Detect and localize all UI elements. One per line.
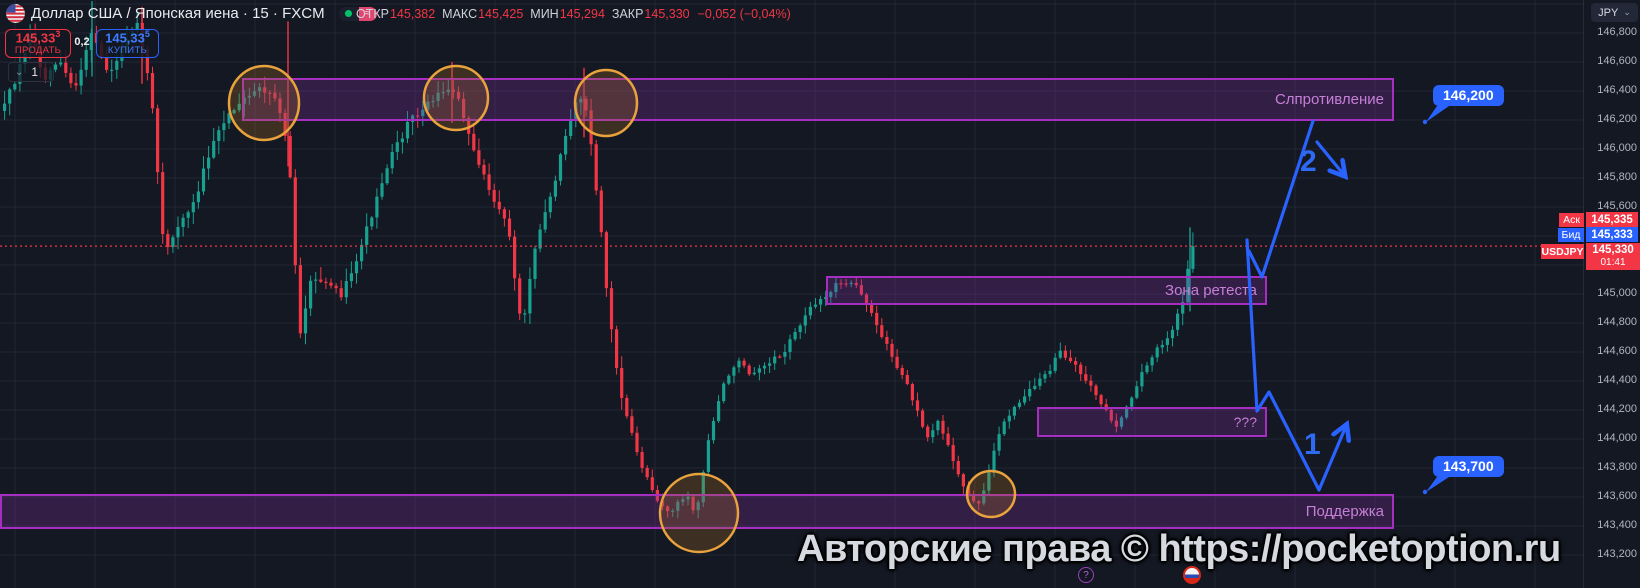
price-callout-143700[interactable]: 143,700 [1433, 456, 1504, 477]
scenario-label-2: 2 [1300, 145, 1317, 178]
axis-tick: 144,600 [1597, 345, 1637, 357]
copyright-watermark: Авторские права © https://pocketoption.r… [797, 528, 1561, 570]
ask-value: 145,335 [1586, 212, 1638, 227]
symbol-flag-icon [6, 4, 25, 23]
caret-down-icon: ⌄ [1623, 7, 1631, 17]
axis-tick: 143,600 [1597, 490, 1637, 502]
bid-value: 145,333 [1586, 227, 1638, 242]
question-label: ??? [1233, 413, 1257, 430]
chevron-down-icon: ⌄ [15, 66, 24, 78]
axis-tick: 143,400 [1597, 519, 1637, 531]
axis-tick: 146,000 [1597, 142, 1637, 154]
retest-label: Зона ретеста [1165, 281, 1257, 299]
support-zone[interactable]: Поддержка [0, 494, 1394, 529]
question-mark-icon: ? [1078, 567, 1094, 583]
sell-button[interactable]: 145,333 ПРОДАТЬ [5, 29, 71, 58]
price-callout-146200[interactable]: 146,200 [1433, 85, 1504, 106]
axis-tick: 144,000 [1597, 432, 1637, 444]
resistance-zone[interactable]: Слпротивление [242, 77, 1394, 122]
highlight-circles[interactable] [227, 64, 1017, 554]
currency-toggle-button[interactable]: JPY ⌄ [1591, 3, 1638, 22]
axis-tick: 146,200 [1597, 113, 1637, 125]
axis-tick: 146,800 [1597, 26, 1637, 38]
bar-countdown: 01:41 [1600, 257, 1626, 269]
price-change: −0,052 (−0,04%) [697, 7, 791, 21]
axis-tick: 144,800 [1597, 316, 1637, 328]
axis-tick: 143,800 [1597, 461, 1637, 473]
axis-tick: 144,200 [1597, 403, 1637, 415]
axis-tick: 145,800 [1597, 171, 1637, 183]
last-price: 145,330 [1592, 244, 1634, 257]
retest-zone[interactable]: Зона ретеста [826, 275, 1267, 305]
axis-tick: 145,000 [1597, 287, 1637, 299]
last-price-box: 145,330 01:41 [1586, 243, 1640, 270]
quantity-selector[interactable]: ⌄ 1 [8, 62, 54, 82]
last-symbol-tag: USDJPY [1541, 244, 1584, 259]
scenario-arrows[interactable] [1245, 119, 1346, 492]
axis-tick: 145,600 [1597, 200, 1637, 212]
spread-value: 0,2 [74, 36, 90, 48]
ohlc-row: ОТКР145,382 МАКС145,425 МИН145,294 ЗАКР1… [356, 7, 791, 21]
resistance-label: Слпротивление [1274, 91, 1384, 109]
question-zone[interactable]: ??? [1037, 407, 1267, 437]
symbol-title[interactable]: Доллар США / Японская иена · 15 · FXCM [31, 5, 325, 22]
buy-button[interactable]: 145,335 КУПИТЬ [96, 29, 159, 58]
scenario-2-rise [1247, 119, 1315, 279]
axis-tick: 146,400 [1597, 84, 1637, 96]
scenario-label-1: 1 [1304, 428, 1321, 461]
scenario-1-path [1245, 238, 1346, 492]
data-mode-icon: ≈ [358, 6, 377, 21]
quantity-value: 1 [31, 65, 39, 79]
axis-tick: 143,200 [1597, 548, 1637, 560]
axis-tick: 146,600 [1597, 55, 1637, 67]
bid-tag: Бид [1558, 228, 1584, 242]
axis-separator [1583, 0, 1584, 588]
market-open-dot-icon [345, 10, 353, 17]
site-logo-icon [1183, 566, 1201, 584]
scenario-2-drop [1315, 140, 1344, 175]
support-label: Поддержка [1305, 502, 1384, 520]
price-axis[interactable]: JPY ⌄ 146,800 146,600 146,400 146,200 146,00… [1584, 0, 1640, 588]
axis-tick: 144,400 [1597, 374, 1637, 386]
market-status[interactable]: ≈ [338, 6, 377, 21]
ask-tag: Аск [1559, 213, 1584, 227]
grid-lines [0, 0, 1583, 588]
